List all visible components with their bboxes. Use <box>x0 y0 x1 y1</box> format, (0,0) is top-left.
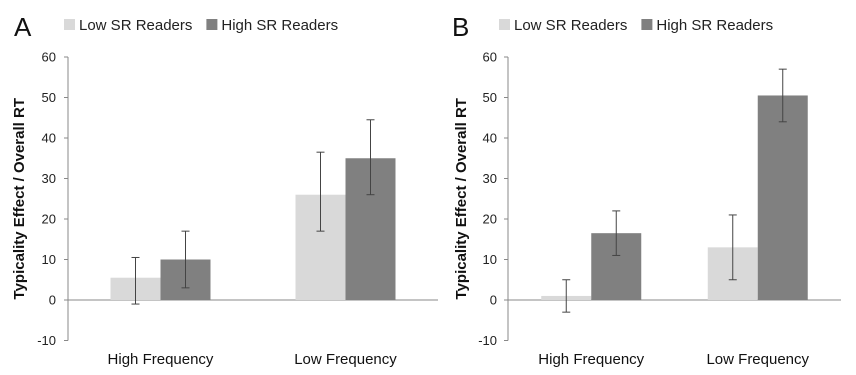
bar-high-sr-readers-low-frequency <box>757 95 808 300</box>
x-category-label: High Frequency <box>538 351 644 368</box>
y-tick-label: 0 <box>490 293 497 308</box>
y-tick-label: 30 <box>42 171 56 186</box>
y-tick-label: 0 <box>49 293 56 308</box>
y-tick-label: 30 <box>483 171 497 186</box>
legend-entry: Low SR Readers <box>79 17 192 34</box>
x-category-label: Low Frequency <box>706 351 809 368</box>
legend-swatch <box>64 19 75 30</box>
legend-swatch <box>641 19 653 30</box>
y-tick-label: 20 <box>42 212 56 227</box>
chart-panel-b: B Typicality Effect / Overall RT -10 0 10 20 3… <box>452 12 841 368</box>
y-tick-label: 50 <box>483 90 497 105</box>
y-tick-label: 60 <box>42 50 56 65</box>
x-category-label: Low Frequency <box>294 351 397 368</box>
legend-entry: High SR Readers <box>656 17 773 34</box>
y-tick-label: 50 <box>42 90 56 105</box>
y-axis-label: Typicality Effect / Overall RT <box>453 98 470 299</box>
y-tick-label: 20 <box>483 212 497 227</box>
y-tick-label: 40 <box>483 131 497 146</box>
legend-swatch <box>206 19 218 30</box>
x-category-label: High Frequency <box>108 351 214 368</box>
panel-letter: B <box>452 12 469 42</box>
y-tick-label: 10 <box>42 252 56 267</box>
y-axis-label: Typicality Effect / Overall RT <box>11 98 28 299</box>
y-tick-label: -10 <box>478 333 497 348</box>
chart-panel-a: A Typicality Effect / Overall RT -10 0 10 20 3… <box>11 12 438 368</box>
legend-entry: Low SR Readers <box>514 17 627 34</box>
y-tick-label: 10 <box>483 252 497 267</box>
y-tick-label: 60 <box>483 50 497 65</box>
panel-letter: A <box>14 12 32 42</box>
y-tick-label: 40 <box>42 131 56 146</box>
y-tick-label: -10 <box>37 333 56 348</box>
legend-entry: High SR Readers <box>221 17 338 34</box>
legend-swatch <box>499 19 510 30</box>
